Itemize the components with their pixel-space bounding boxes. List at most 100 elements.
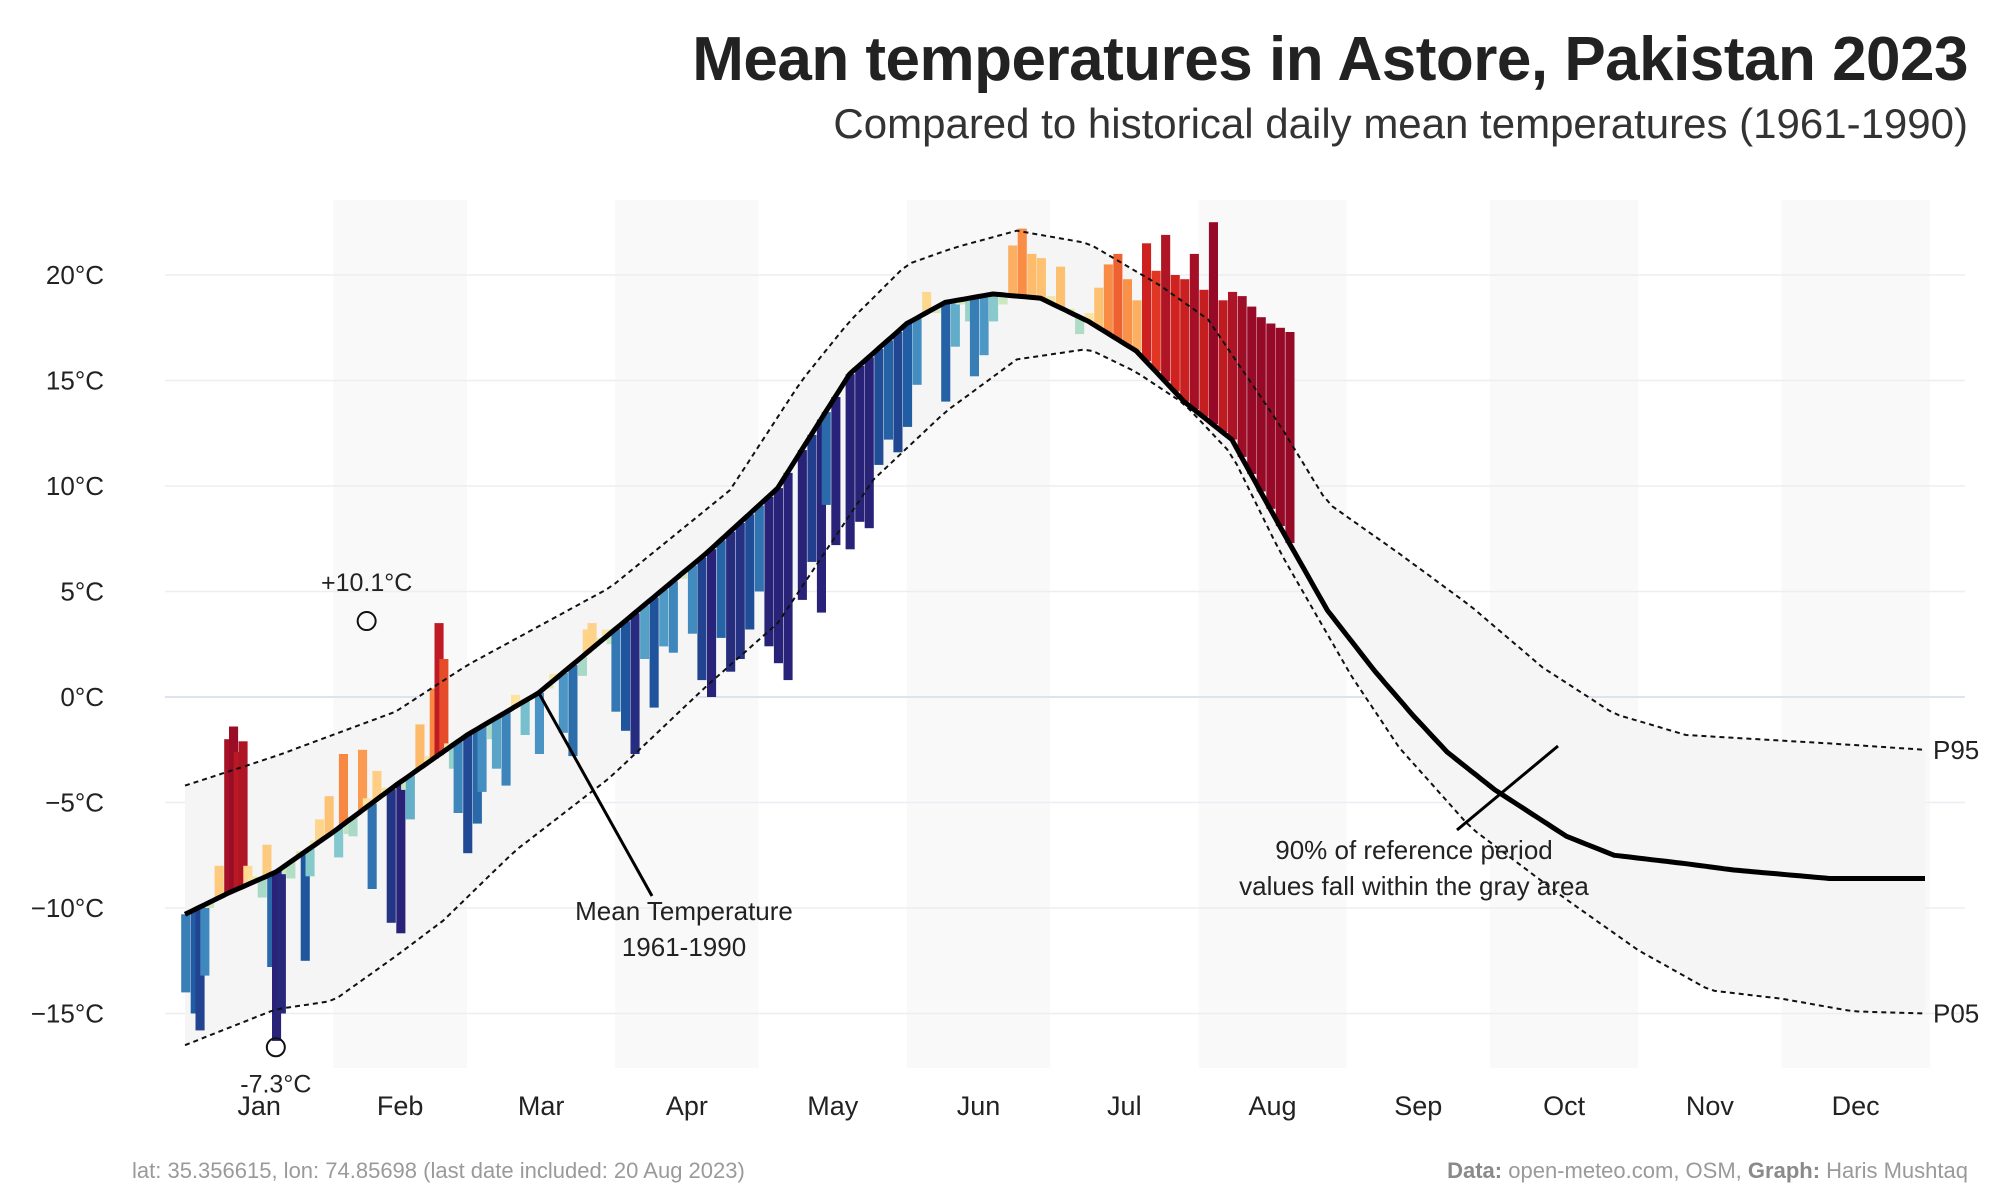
observed-day-bar — [558, 672, 568, 733]
observed-day-bar — [248, 876, 258, 883]
source-credits: Data: open-meteo.com, OSM, Graph: Haris … — [1447, 1158, 1968, 1184]
x-tick-label: Jun — [957, 1091, 1001, 1121]
data-label: Data: — [1447, 1158, 1503, 1183]
observed-day-bar — [687, 565, 697, 634]
observed-day-bar — [707, 549, 717, 697]
chart-subtitle: Compared to historical daily mean temper… — [833, 100, 1968, 147]
p05-label: P05 — [1933, 999, 1979, 1029]
observed-day-bar — [601, 629, 611, 638]
observed-day-bar — [272, 872, 282, 1041]
observed-day-bar — [267, 874, 277, 967]
min-marker — [265, 1037, 286, 1058]
observed-day-bar — [1008, 245, 1018, 296]
observed-day-bar — [358, 749, 368, 811]
observed-day-bar — [1256, 317, 1266, 492]
max-value-label: +10.1°C — [321, 569, 412, 597]
observed-day-bar — [611, 629, 621, 712]
x-tick-label: Nov — [1686, 1091, 1735, 1121]
observed-day-bar — [864, 357, 874, 529]
observed-day-bar — [401, 778, 411, 790]
observed-day-bar — [816, 419, 826, 613]
observed-day-bar — [338, 754, 348, 825]
observed-day-bar — [262, 844, 272, 877]
p95-line — [184, 229, 1926, 787]
y-tick-label: 0°C — [60, 682, 104, 712]
observed-day-bar — [1189, 253, 1199, 410]
observed-day-bar — [745, 514, 755, 630]
observed-day-bar — [205, 902, 215, 908]
min-value-label: -7.3°C — [240, 1070, 311, 1098]
observed-day-bar — [893, 332, 903, 453]
p05-line — [184, 348, 1926, 1047]
max-marker — [356, 611, 377, 632]
observed-2023-series — [181, 222, 1295, 1041]
observed-day-bar — [941, 302, 951, 402]
observed-day-bar — [396, 782, 406, 934]
observed-day-bar — [678, 573, 688, 579]
data-source: open-meteo.com, OSM, — [1508, 1158, 1742, 1183]
observed-day-bar — [501, 712, 511, 786]
x-tick-label: Apr — [666, 1091, 708, 1121]
observed-day-bar — [1151, 270, 1161, 372]
y-tick-label: −15°C — [31, 999, 104, 1029]
observed-day-bar — [1084, 313, 1094, 322]
observed-day-bar — [1075, 316, 1085, 335]
observed-day-bar — [659, 589, 669, 647]
y-tick-label: 15°C — [46, 366, 104, 396]
observed-day-bar — [448, 745, 458, 769]
observed-day-bar — [243, 865, 253, 885]
y-tick-label: −10°C — [31, 893, 104, 923]
observed-day-bar — [520, 701, 530, 735]
observed-day-bar — [621, 621, 631, 731]
observed-day-bar — [1228, 291, 1238, 440]
month-shading-oct — [1490, 200, 1639, 1068]
observed-day-bar — [1046, 296, 1056, 303]
observed-day-bar — [1103, 264, 1113, 334]
observed-day-bar — [300, 852, 310, 961]
x-tick-label: Oct — [1543, 1091, 1586, 1121]
observed-day-bar — [1237, 296, 1247, 457]
y-tick-label: −5°C — [45, 788, 104, 818]
observed-day-bar — [716, 540, 726, 638]
observed-day-bar — [773, 488, 783, 664]
observed-day-bar — [931, 307, 941, 313]
observed-day-bar — [429, 688, 439, 759]
observed-day-bar — [367, 803, 377, 889]
observed-day-bar — [903, 323, 913, 427]
observed-day-bar — [1056, 266, 1066, 308]
observed-day-bar — [405, 775, 415, 820]
observed-day-bar — [1142, 243, 1152, 361]
observed-day-bar — [257, 878, 267, 898]
observed-day-bar — [1208, 222, 1218, 425]
graph-author: Haris Mushtaq — [1826, 1158, 1968, 1183]
observed-day-bar — [577, 657, 587, 676]
observed-day-bar — [989, 294, 999, 322]
y-tick-label: 5°C — [60, 577, 104, 607]
mean-temperature-line — [183, 291, 1925, 917]
observed-day-bar — [534, 692, 544, 754]
observed-day-bar — [372, 770, 382, 800]
observed-day-bar — [463, 735, 473, 854]
observed-day-bar — [229, 726, 239, 892]
x-tick-label: Mar — [518, 1091, 565, 1121]
observed-day-bar — [343, 821, 353, 835]
observed-day-bar — [874, 348, 884, 465]
observed-day-bar — [200, 905, 210, 976]
observed-day-bar — [233, 751, 243, 889]
observed-day-bar — [453, 741, 463, 813]
observed-day-bar — [214, 865, 224, 898]
observed-day-bar — [1170, 275, 1180, 392]
y-tick-label: 10°C — [46, 471, 104, 501]
observed-day-bar — [754, 505, 764, 592]
observed-day-bar — [1199, 289, 1209, 417]
x-tick-label: Aug — [1248, 1091, 1296, 1121]
y-tick-label: 20°C — [46, 260, 104, 290]
observed-day-bar — [348, 817, 358, 837]
observed-day-bar — [415, 724, 425, 769]
observed-day-bar — [855, 365, 865, 522]
observed-day-bar — [195, 907, 205, 1031]
observed-day-bar — [439, 659, 449, 752]
x-tick-label: Jul — [1107, 1091, 1142, 1121]
observed-day-bar — [324, 796, 334, 836]
